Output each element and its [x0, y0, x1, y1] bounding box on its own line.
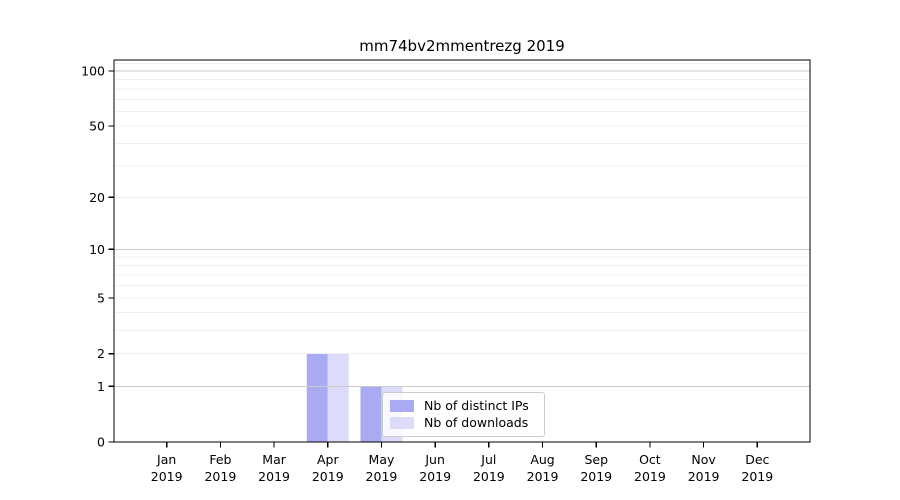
x-tick-label-year: 2019 [688, 469, 720, 484]
x-tick-label-month: Mar [262, 452, 286, 467]
x-tick-label-year: 2019 [366, 469, 398, 484]
x-tick-label-year: 2019 [527, 469, 559, 484]
bar-distinct-ips [306, 353, 328, 442]
legend-item-downloads: Nb of downloads [390, 415, 535, 431]
x-tick-label-year: 2019 [312, 469, 344, 484]
y-tick-label: 5 [97, 291, 105, 306]
legend-swatch-downloads-icon [390, 417, 414, 429]
x-tick-label-month: Sep [584, 452, 608, 467]
x-tick-label-year: 2019 [473, 469, 505, 484]
y-tick-label: 50 [89, 119, 105, 134]
y-tick-label: 100 [81, 64, 105, 79]
x-tick-label-month: Feb [209, 452, 231, 467]
legend-item-distinct-ips: Nb of distinct IPs [390, 398, 535, 414]
x-tick-label-month: Jan [156, 452, 176, 467]
y-tick-label: 2 [97, 346, 105, 361]
chart-title: mm74bv2mmentrezg 2019 [359, 37, 565, 55]
y-tick-label: 1 [97, 379, 105, 394]
x-tick-label-month: May [369, 452, 395, 467]
legend-label-downloads: Nb of downloads [424, 415, 529, 430]
bar-downloads [327, 353, 349, 442]
bar-distinct-ips [360, 386, 382, 442]
x-tick-label-month: Jun [424, 452, 445, 467]
x-tick-label-year: 2019 [151, 469, 183, 484]
x-tick-label-year: 2019 [634, 469, 666, 484]
x-tick-label-year: 2019 [204, 469, 236, 484]
x-tick-label-month: Nov [691, 452, 716, 467]
x-tick-label-month: Dec [745, 452, 769, 467]
x-tick-label-month: Apr [317, 452, 339, 467]
plot-spines [113, 59, 811, 443]
legend-swatch-distinct-ips-icon [390, 400, 414, 412]
y-tick-label: 20 [89, 190, 105, 205]
x-tick-label-year: 2019 [258, 469, 290, 484]
x-tick-label-month: Oct [639, 452, 661, 467]
x-tick-label-year: 2019 [419, 469, 451, 484]
y-tick-label: 0 [97, 435, 105, 450]
x-tick-label-month: Aug [530, 452, 554, 467]
x-tick-label-year: 2019 [741, 469, 773, 484]
x-tick-label-year: 2019 [580, 469, 612, 484]
legend: Nb of distinct IPs Nb of downloads [382, 392, 545, 437]
y-tick-label: 10 [89, 242, 105, 257]
x-tick-label-month: Jul [480, 452, 496, 467]
plot-area [114, 60, 810, 442]
legend-label-distinct-ips: Nb of distinct IPs [424, 398, 529, 413]
